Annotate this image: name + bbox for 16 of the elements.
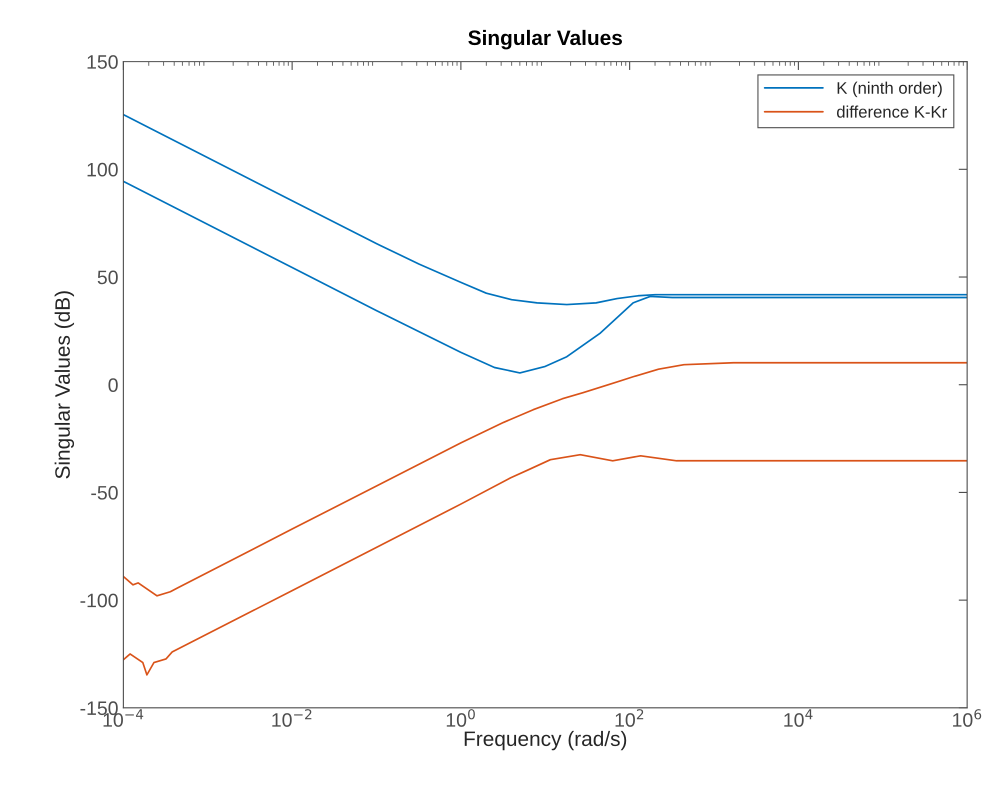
y-tick-label: -50	[91, 486, 118, 500]
y-tick-label: 100	[88, 162, 118, 177]
y-tick-label: 50	[98, 270, 118, 284]
y-axis-title: Singular Values (dB)	[54, 291, 74, 479]
legend-label: difference K-Kr	[836, 105, 947, 118]
x-tick-label: 10$^{6}$	[953, 709, 982, 727]
x-tick-label: 10$^{4}$	[784, 709, 813, 727]
legend-label: K (ninth order)	[838, 82, 942, 98]
y-tick-label: 150	[88, 55, 118, 69]
y-tick-label: 0	[108, 378, 118, 392]
x-tick-label: 10$^{−2}$	[272, 709, 312, 727]
x-axis-title: Frequency (rad/s)	[464, 730, 626, 750]
y-tick-label: -100	[80, 594, 118, 608]
x-tick-label: 10$^{0}$	[446, 709, 475, 727]
x-tick-label: 10$^{2}$	[616, 709, 644, 727]
chart-title: Singular Values	[468, 30, 622, 50]
